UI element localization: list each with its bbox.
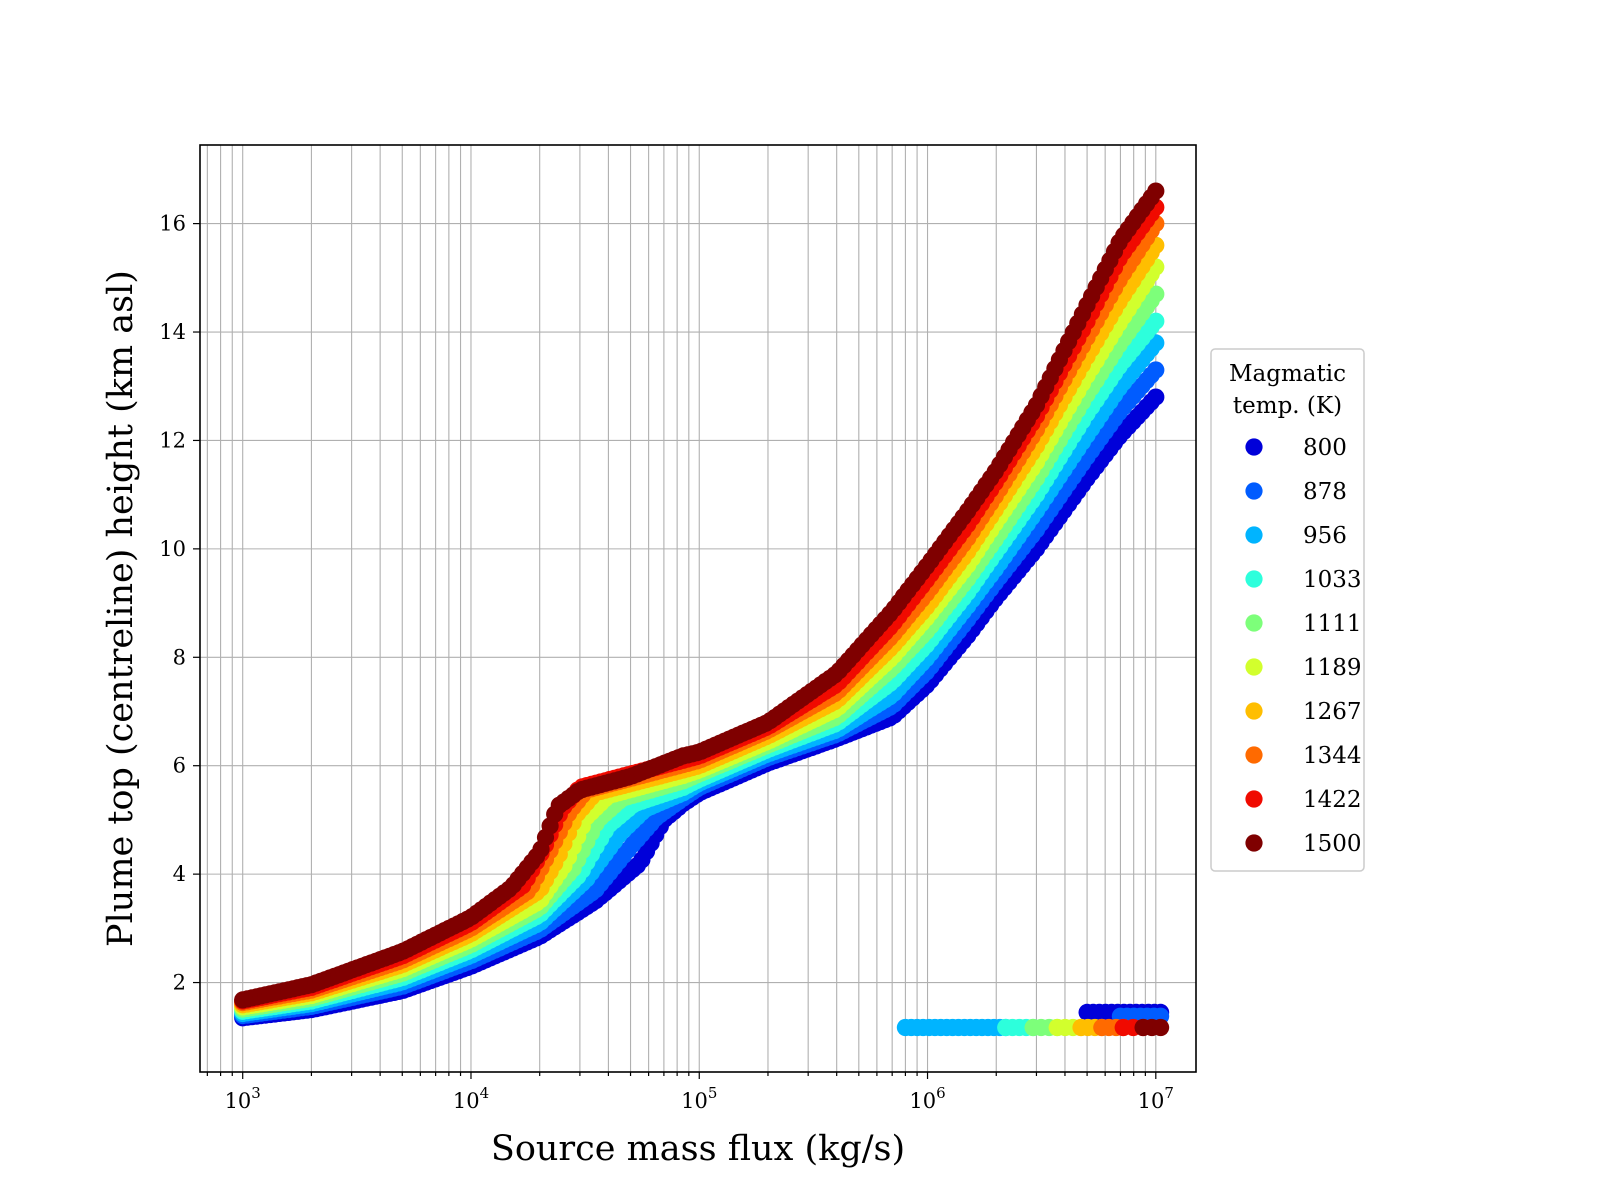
- x-tick-label: 106: [909, 1084, 945, 1113]
- legend-item-1189: 1189: [1245, 655, 1362, 681]
- legend-item-1111: 1111: [1245, 611, 1362, 637]
- legend-label: 800: [1303, 435, 1347, 461]
- data-point: [1147, 182, 1165, 200]
- legend-title-line-1: Magmatic: [1229, 361, 1346, 387]
- x-tick-base: 10: [1138, 1089, 1165, 1113]
- legend-marker: [1245, 702, 1263, 720]
- x-axis-label: Source mass flux (kg/s): [491, 1129, 905, 1169]
- legend-label: 1189: [1303, 655, 1362, 681]
- scatter-points: [234, 182, 1170, 1037]
- legend-marker: [1245, 614, 1263, 632]
- y-tick-label: 6: [173, 754, 186, 778]
- legend-marker: [1245, 526, 1263, 544]
- data-point: [1147, 361, 1165, 379]
- legend-label: 1111: [1303, 611, 1362, 637]
- y-axis: 2 4 6 8 10 12 14 16: [159, 212, 200, 995]
- x-tick-base: 10: [681, 1089, 708, 1113]
- legend-label: 1500: [1303, 831, 1362, 857]
- x-tick-label: 103: [225, 1084, 261, 1113]
- x-tick-base: 10: [453, 1089, 480, 1113]
- y-tick-label: 2: [173, 971, 186, 995]
- plot-frame: [199, 144, 1197, 1073]
- y-tick-label: 16: [159, 212, 186, 236]
- legend-marker: [1245, 790, 1263, 808]
- legend-item-800: 800: [1245, 435, 1347, 461]
- legend-marker: [1245, 746, 1263, 764]
- legend-marker: [1245, 482, 1263, 500]
- legend-box: [1210, 348, 1365, 872]
- legend-label: 1344: [1303, 743, 1362, 769]
- x-tick-label: 107: [1138, 1084, 1174, 1113]
- y-tick-label: 10: [159, 537, 186, 561]
- y-tick-label: 8: [173, 645, 186, 669]
- y-axis-label: Plume top (centreline) height (km asl): [101, 270, 141, 947]
- legend-item-1267: 1267: [1245, 699, 1362, 725]
- legend-item-956: 956: [1245, 523, 1347, 549]
- legend-item-1500: 1500: [1245, 831, 1362, 857]
- x-tick-exponent: 5: [708, 1084, 718, 1102]
- legend-title-line-2: temp. (K): [1233, 393, 1342, 419]
- data-point: [1147, 388, 1165, 406]
- legend-item-1422: 1422: [1245, 787, 1362, 813]
- x-tick-exponent: 3: [251, 1084, 261, 1102]
- legend-marker: [1245, 570, 1263, 588]
- legend-label: 1267: [1303, 699, 1362, 725]
- legend-label: 1033: [1303, 567, 1362, 593]
- x-tick-exponent: 4: [480, 1084, 490, 1102]
- x-tick-label: 105: [681, 1084, 717, 1113]
- legend-items: 800 878 956 1033 1111 1189 1267 1344 1422 1500: [1245, 435, 1362, 857]
- legend-item-1344: 1344: [1245, 743, 1362, 769]
- legend-marker: [1245, 438, 1263, 456]
- legend-marker: [1245, 658, 1263, 676]
- legend-label: 878: [1303, 479, 1347, 505]
- x-tick-exponent: 7: [1164, 1084, 1174, 1102]
- x-tick-label: 104: [453, 1084, 489, 1113]
- x-tick-base: 10: [225, 1089, 252, 1113]
- legend-item-878: 878: [1245, 479, 1347, 505]
- y-tick-label: 12: [159, 428, 186, 452]
- legend-item-1033: 1033: [1245, 567, 1362, 593]
- legend-label: 1422: [1303, 787, 1362, 813]
- x-tick-exponent: 6: [936, 1084, 946, 1102]
- grid-lines: [200, 145, 1196, 1072]
- data-point: [1147, 285, 1165, 303]
- legend: Magmatic temp. (K) 800 878 956 1033 1111 1189…: [1210, 348, 1365, 872]
- y-tick-label: 14: [159, 320, 186, 344]
- branch-point: [1152, 1018, 1170, 1037]
- legend-label: 956: [1303, 523, 1347, 549]
- series-1500: [234, 182, 1170, 1037]
- legend-marker: [1245, 834, 1263, 852]
- data-point: [1147, 312, 1165, 330]
- x-axis: 103 104 105 106 107: [206, 1072, 1174, 1113]
- y-tick-label: 4: [173, 862, 186, 886]
- x-tick-base: 10: [909, 1089, 936, 1113]
